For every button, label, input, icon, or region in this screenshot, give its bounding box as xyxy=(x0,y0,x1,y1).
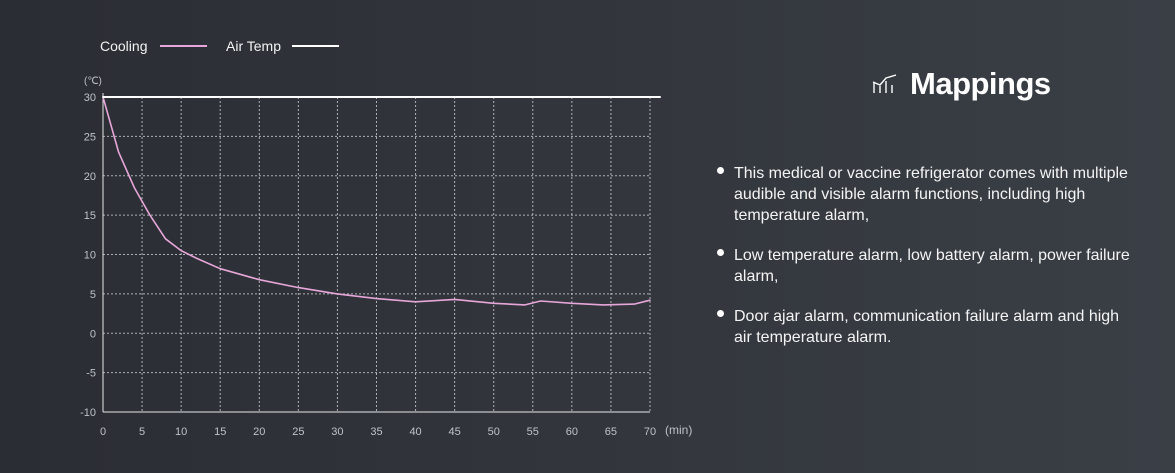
y-tick-label: 15 xyxy=(84,210,96,222)
chart-grid xyxy=(103,96,651,412)
x-tick-label: 30 xyxy=(331,426,343,438)
chart-axes xyxy=(102,93,650,413)
y-tick-label: 0 xyxy=(90,328,96,340)
x-tick-label: 15 xyxy=(214,426,226,438)
y-tick-label: 25 xyxy=(84,131,96,143)
x-tick-label: 35 xyxy=(370,426,382,438)
x-tick-label: 45 xyxy=(449,426,461,438)
y-tick-label: 10 xyxy=(84,250,96,262)
temperature-chart: Cooling Air Temp 0 5 10 15 20 25 30 35 40 45 50 55 60… xyxy=(80,38,692,438)
x-axis-unit: (min) xyxy=(665,423,692,437)
chart-ticks: 0 5 10 15 20 25 30 35 40 45 50 55 60 65 70 (min)3025201… xyxy=(80,76,692,438)
alarm-list: This medical or vaccine refrigerator com… xyxy=(716,163,1136,348)
x-tick-label: 40 xyxy=(409,426,421,438)
y-tick-label: 20 xyxy=(84,171,96,183)
bullet-dot xyxy=(717,310,724,317)
x-tick-label: 25 xyxy=(292,426,304,438)
alarm-text: This medical or vaccine refrigerator com… xyxy=(734,165,1128,224)
x-tick-label: 50 xyxy=(488,426,500,438)
x-tick-label: 10 xyxy=(175,426,187,438)
x-tick-label: 0 xyxy=(100,426,106,438)
y-axis-unit: (℃) xyxy=(84,76,102,87)
chart-legend: Cooling Air Temp xyxy=(100,38,339,54)
y-tick-label: 5 xyxy=(90,289,96,301)
alarm-text: Door ajar alarm, communication failure a… xyxy=(734,308,1120,346)
alarm-list-item: Door ajar alarm, communication failure a… xyxy=(716,306,1136,348)
legend-label: Cooling xyxy=(100,38,147,54)
alarm-list-item: Low temperature alarm, low battery alarm… xyxy=(716,245,1136,287)
x-tick-label: 5 xyxy=(139,426,145,438)
bullet-dot xyxy=(717,167,724,174)
cooling-line xyxy=(102,96,651,306)
mappings-title: Mappings xyxy=(910,66,1051,101)
x-tick-label: 70 xyxy=(644,426,656,438)
mappings-panel: Mappings This medical or vaccine refrige… xyxy=(716,60,1136,367)
y-tick-label: -5 xyxy=(86,368,96,380)
mappings-heading: Mappings xyxy=(872,60,1136,108)
y-tick-label: -10 xyxy=(80,407,96,419)
x-tick-label: 60 xyxy=(566,426,578,438)
y-tick-label: 30 xyxy=(84,92,96,104)
alarm-text: Low temperature alarm, low battery alarm… xyxy=(734,247,1130,285)
legend-label: Air Temp xyxy=(226,38,281,54)
x-tick-label: 20 xyxy=(253,426,265,438)
chart-series xyxy=(102,96,661,306)
alarm-list-item: This medical or vaccine refrigerator com… xyxy=(716,163,1136,226)
bullet-dot xyxy=(717,249,724,256)
chart-icon xyxy=(872,74,897,93)
x-tick-label: 55 xyxy=(527,426,539,438)
x-tick-label: 65 xyxy=(605,426,617,438)
